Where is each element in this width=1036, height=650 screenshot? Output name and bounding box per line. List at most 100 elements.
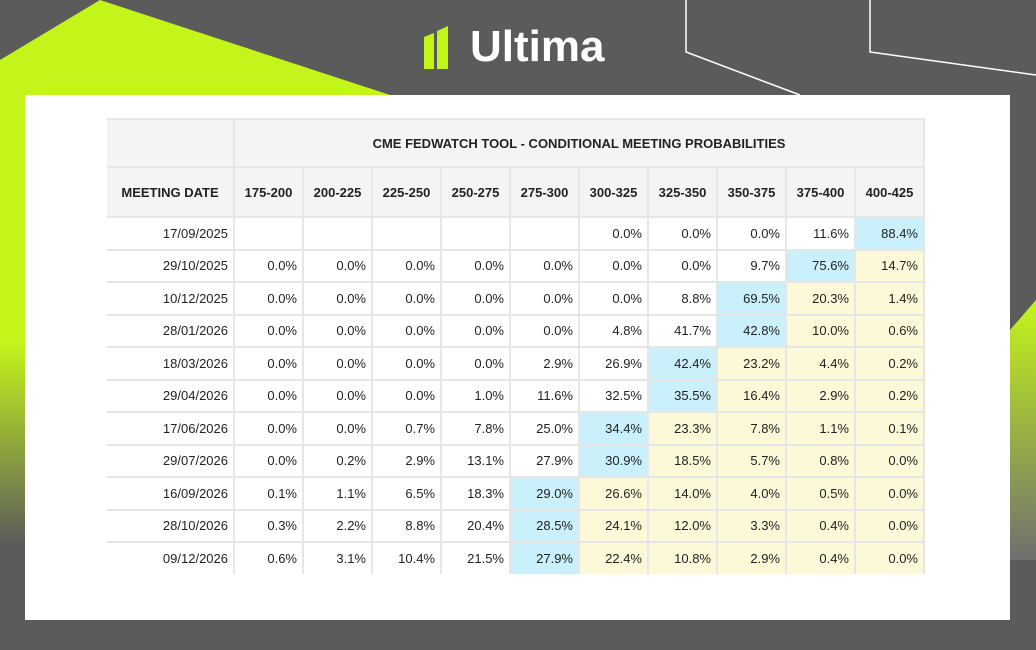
table-row: 17/06/2026 0.0% 0.0% 0.7% 7.8% 25.0% 34.4% 23.3…	[107, 411, 925, 446]
probability-cell: 10.4%	[371, 541, 442, 574]
probability-cell: 0.5%	[785, 476, 856, 511]
column-header-rate: 200-225	[302, 166, 373, 218]
probability-cell: 25.0%	[509, 411, 580, 446]
probability-cell: 2.2%	[302, 508, 373, 543]
probability-cell: 4.8%	[578, 313, 649, 348]
probability-cell: 0.2%	[854, 378, 925, 413]
probability-cell: 0.0%	[854, 541, 925, 574]
probability-cell: 24.1%	[578, 508, 649, 543]
probability-cell: 42.8%	[716, 313, 787, 348]
meeting-date-cell: 17/09/2025	[107, 216, 235, 251]
table-row: 29/10/2025 0.0% 0.0% 0.0% 0.0% 0.0% 0.0% 0.0% 9.…	[107, 248, 925, 283]
probability-cell: 7.8%	[440, 411, 511, 446]
table-row: 29/07/2026 0.0% 0.2% 2.9% 13.1% 27.9% 30.9% 18.…	[107, 443, 925, 478]
probability-cell: 0.0%	[578, 248, 649, 283]
probability-cell	[509, 216, 580, 251]
probability-cell: 4.4%	[785, 346, 856, 381]
probability-cell: 0.6%	[854, 313, 925, 348]
probability-cell: 0.0%	[371, 378, 442, 413]
probability-cell: 0.0%	[509, 248, 580, 283]
probability-cell: 75.6%	[785, 248, 856, 283]
column-header-meeting-date: MEETING DATE	[107, 166, 235, 218]
probability-cell: 0.0%	[302, 281, 373, 316]
probability-cell: 0.0%	[233, 411, 304, 446]
probability-cell: 0.0%	[509, 313, 580, 348]
ultima-logo-icon	[424, 26, 448, 69]
probability-cell: 27.9%	[509, 443, 580, 478]
probability-cell: 32.5%	[578, 378, 649, 413]
probability-cell: 88.4%	[854, 216, 925, 251]
probability-cell: 34.4%	[578, 411, 649, 446]
probability-cell	[302, 216, 373, 251]
content-panel: CME FEDWATCH TOOL - CONDITIONAL MEETING …	[25, 95, 1010, 620]
probability-cell: 0.7%	[371, 411, 442, 446]
probability-cell: 23.3%	[647, 411, 718, 446]
probability-cell: 0.1%	[233, 476, 304, 511]
column-header-rate: 300-325	[578, 166, 649, 218]
probability-cell: 18.5%	[647, 443, 718, 478]
column-header-rate: 400-425	[854, 166, 925, 218]
probability-cell: 0.0%	[440, 248, 511, 283]
probability-cell: 35.5%	[647, 378, 718, 413]
probability-cell: 3.3%	[716, 508, 787, 543]
meeting-date-cell: 29/07/2026	[107, 443, 235, 478]
meeting-date-cell: 29/04/2026	[107, 378, 235, 413]
meeting-date-cell: 28/01/2026	[107, 313, 235, 348]
probability-cell: 18.3%	[440, 476, 511, 511]
probability-cell: 0.2%	[302, 443, 373, 478]
probability-cell: 20.3%	[785, 281, 856, 316]
meeting-date-cell: 29/10/2025	[107, 248, 235, 283]
probability-cell: 0.0%	[233, 346, 304, 381]
probability-cell: 2.9%	[509, 346, 580, 381]
column-header-rate: 275-300	[509, 166, 580, 218]
probability-cell	[371, 216, 442, 251]
probability-cell	[440, 216, 511, 251]
probability-cell: 1.1%	[302, 476, 373, 511]
probability-cell: 13.1%	[440, 443, 511, 478]
probability-cell	[233, 216, 304, 251]
probability-cell: 0.0%	[302, 313, 373, 348]
probability-cell: 12.0%	[647, 508, 718, 543]
table-row: 29/04/2026 0.0% 0.0% 0.0% 1.0% 11.6% 32.5% 35.5…	[107, 378, 925, 413]
probability-cell: 0.1%	[854, 411, 925, 446]
meeting-date-cell: 16/09/2026	[107, 476, 235, 511]
probability-cell: 5.7%	[716, 443, 787, 478]
table-title: CME FEDWATCH TOOL - CONDITIONAL MEETING …	[233, 118, 925, 168]
probability-cell: 0.0%	[302, 346, 373, 381]
probability-cell: 0.0%	[854, 443, 925, 478]
probability-cell: 7.8%	[716, 411, 787, 446]
column-header-rate: 175-200	[233, 166, 304, 218]
probability-cell: 0.0%	[233, 248, 304, 283]
probability-cell: 28.5%	[509, 508, 580, 543]
probability-cell: 10.8%	[647, 541, 718, 574]
probability-cell: 0.4%	[785, 508, 856, 543]
probability-cell: 21.5%	[440, 541, 511, 574]
table-row: 28/01/2026 0.0% 0.0% 0.0% 0.0% 0.0% 4.8% 41.7% 4…	[107, 313, 925, 348]
probability-cell: 0.0%	[371, 313, 442, 348]
probability-cell: 0.0%	[509, 281, 580, 316]
probability-cell: 0.0%	[302, 411, 373, 446]
probability-cell: 26.9%	[578, 346, 649, 381]
probability-cell: 6.5%	[371, 476, 442, 511]
probability-cell: 8.8%	[371, 508, 442, 543]
probability-cell: 0.0%	[233, 443, 304, 478]
probability-cell: 0.0%	[647, 248, 718, 283]
probability-cell: 29.0%	[509, 476, 580, 511]
column-header-rate: 225-250	[371, 166, 442, 218]
probability-cell: 23.2%	[716, 346, 787, 381]
probability-cell: 0.0%	[647, 216, 718, 251]
probability-cell: 69.5%	[716, 281, 787, 316]
table-row: 28/10/2026 0.3% 2.2% 8.8% 20.4% 28.5% 24.1% 12.…	[107, 508, 925, 543]
probability-cell: 0.0%	[716, 216, 787, 251]
meeting-date-cell: 09/12/2026	[107, 541, 235, 574]
probability-cell: 14.7%	[854, 248, 925, 283]
probability-cell: 1.4%	[854, 281, 925, 316]
probability-cell: 0.0%	[854, 508, 925, 543]
probability-cell: 0.3%	[233, 508, 304, 543]
probability-cell: 9.7%	[716, 248, 787, 283]
probability-cell: 42.4%	[647, 346, 718, 381]
column-header-rate: 250-275	[440, 166, 511, 218]
table-row: 17/09/2025 0.0% 0.0% 0.0% 11.6% 88.4%	[107, 216, 925, 251]
probability-cell: 0.0%	[578, 216, 649, 251]
meeting-date-cell: 17/06/2026	[107, 411, 235, 446]
